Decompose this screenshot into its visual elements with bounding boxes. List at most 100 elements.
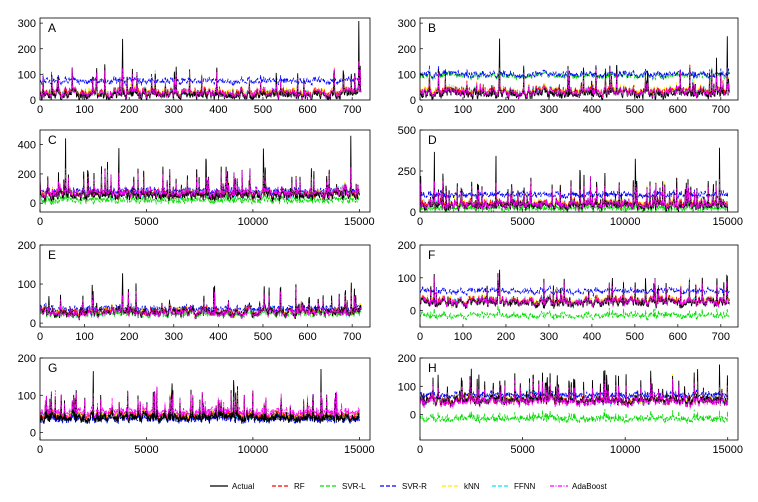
panel-B-label: B — [428, 21, 436, 35]
legend-entry-svrl: SVR-L — [320, 482, 366, 491]
panel-D-ytick-label: 500 — [398, 125, 416, 137]
panel-H-ytick-label: 100 — [398, 381, 416, 393]
panel-E-frame — [39, 244, 371, 328]
panel-F-ytick-label: 0 — [410, 306, 416, 318]
panel-D-series-actual — [420, 147, 729, 212]
panel-F-series-actual — [420, 269, 730, 309]
panel-B-xtick-label: 0 — [417, 104, 423, 116]
panel-H-series-adaboost — [420, 378, 729, 410]
panel-B-xtick-label: 700 — [712, 104, 730, 116]
panel-A-ytick-label: 0 — [30, 95, 36, 107]
panel-E-series-adaboost — [40, 287, 362, 320]
legend: Actual RF SVR-L SVR-R kNN FFNN AdaBoost — [200, 477, 620, 495]
panel-H-xtick-label: 0 — [417, 444, 423, 456]
panel-D-ytick-label: 0 — [410, 207, 416, 219]
panel-A-xtick-label: 400 — [209, 104, 227, 116]
panel-F-series-svrr — [420, 282, 730, 297]
panel-A-series-svrr — [40, 71, 362, 87]
legend-entry-adaboost: AdaBoost — [550, 482, 607, 491]
panel-F: 0 100 200 300 400 500 600 700 0 100 200 F — [398, 240, 739, 343]
panel-B-xtick-label: 100 — [454, 104, 472, 116]
panel-E-xtick-label: 500 — [254, 331, 272, 343]
panel-A-xtick-label: 0 — [37, 104, 43, 116]
panel-G-xtick-label: 5000 — [134, 444, 158, 456]
panel-B-xtick-label: 600 — [669, 104, 687, 116]
panel-F-xtick-label: 200 — [497, 331, 515, 343]
panel-A-ytick-label: 200 — [18, 44, 36, 56]
panel-F-xtick-label: 600 — [669, 331, 687, 343]
panel-F-ytick-label: 200 — [398, 240, 416, 252]
legend-entry-knn: kNN — [442, 482, 480, 491]
legend-entry-rf: RF — [272, 482, 305, 491]
panel-E-xtick-label: 0 — [37, 331, 43, 343]
panel-H-ytick-label: 0 — [410, 410, 416, 422]
legend-label-actual: Actual — [232, 482, 254, 491]
panel-D: 0 5000 10000 15000 0 250 500 D — [398, 125, 743, 228]
panel-G-xtick-label: 0 — [37, 444, 43, 456]
panel-E-label: E — [48, 248, 56, 262]
panel-D-xtick-label: 0 — [417, 216, 423, 228]
panel-E-xtick-label: 300 — [165, 331, 183, 343]
panel-A-xtick-label: 500 — [254, 104, 272, 116]
panel-E-ytick-label: 100 — [18, 279, 36, 291]
panel-D-series — [420, 147, 729, 212]
panel-F-xtick-label: 500 — [626, 331, 644, 343]
panel-B-frame — [419, 17, 739, 101]
panel-C-series-svrl — [40, 190, 360, 206]
panel-B-xtick-label: 200 — [497, 104, 515, 116]
panel-H-series-svrl — [420, 408, 729, 425]
panel-E-xtick-label: 200 — [120, 331, 138, 343]
panel-G-frame — [39, 357, 371, 441]
panel-A: 0 100 200 300 400 500 600 700 0 100 200 300 A — [18, 17, 371, 116]
panel-A-frame — [39, 17, 371, 101]
panel-G-ytick-label: 0 — [30, 428, 36, 440]
panel-A-xtick-label: 300 — [165, 104, 183, 116]
panel-C-ytick-label: 400 — [18, 140, 36, 152]
panel-H-series — [420, 364, 729, 425]
panel-D-label: D — [428, 133, 437, 147]
legend-entry-actual: Actual — [210, 482, 254, 491]
panel-H-xtick-label: 5000 — [510, 444, 534, 456]
panel-G-xtick-label: 15000 — [344, 444, 375, 456]
panel-H-xtick-label: 15000 — [712, 444, 743, 456]
panel-C-series — [40, 135, 360, 206]
panel-F-series — [420, 269, 730, 322]
panel-B: 0 100 200 300 400 500 600 700 0 100 200 300 B — [398, 17, 739, 116]
panel-D-xtick-label: 15000 — [712, 216, 743, 228]
panel-A-ytick-label: 300 — [18, 18, 36, 30]
panel-F-xtick-label: 100 — [454, 331, 472, 343]
panel-A-xtick-label: 600 — [298, 104, 316, 116]
panel-E-ytick-label: 200 — [18, 240, 36, 252]
panel-C-xtick-label: 15000 — [344, 216, 375, 228]
legend-label-ffnn: FFNN — [514, 482, 536, 491]
panel-G-series-adaboost — [40, 386, 360, 419]
panel-F-ytick-label: 100 — [398, 273, 416, 285]
panel-B-ytick-label: 300 — [398, 18, 416, 30]
panel-E-xtick-label: 600 — [298, 331, 316, 343]
panel-G-ytick-label: 200 — [18, 353, 36, 365]
panel-F-series-adaboost — [420, 274, 730, 309]
panel-D-series-adaboost — [420, 176, 729, 212]
panel-F-xtick-label: 400 — [583, 331, 601, 343]
panel-B-series-svrr — [420, 64, 730, 81]
panel-D-ytick-label: 250 — [398, 166, 416, 178]
panel-G-xtick-label: 10000 — [238, 444, 269, 456]
panel-H-label: H — [428, 361, 437, 375]
panel-H-frame — [419, 357, 739, 441]
panel-G-ytick-label: 100 — [18, 390, 36, 402]
panel-A-xtick-label: 200 — [120, 104, 138, 116]
panel-A-series — [40, 20, 362, 100]
legend-box — [200, 477, 620, 495]
legend-label-svrl: SVR-L — [342, 482, 366, 491]
panel-B-series-adaboost — [420, 65, 730, 100]
panel-F-xtick-label: 0 — [417, 331, 423, 343]
panel-C-ytick-label: 200 — [18, 169, 36, 181]
legend-label-rf: RF — [294, 482, 305, 491]
panel-D-xtick-label: 5000 — [510, 216, 534, 228]
legend-entry-svrr: SVR-R — [380, 482, 427, 491]
legend-label-knn: kNN — [464, 482, 480, 491]
panel-G-label: G — [48, 361, 57, 375]
panel-B-series-actual — [420, 36, 730, 100]
panel-E: 0 100 200 300 400 500 600 700 0 100 200 E — [18, 240, 371, 343]
panel-A-xtick-label: 700 — [343, 104, 361, 116]
